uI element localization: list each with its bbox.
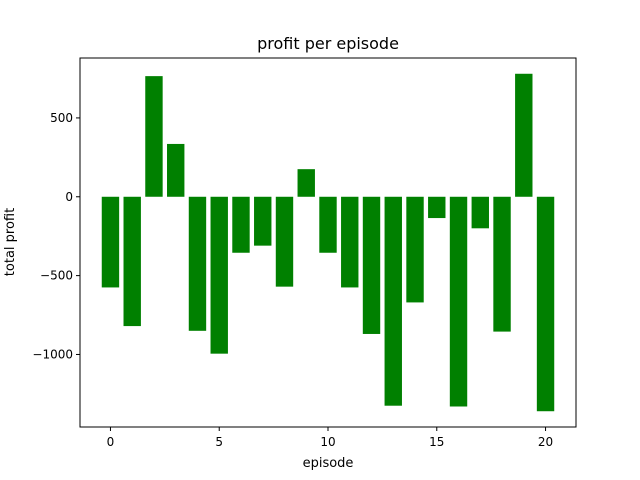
bar-episode-10	[319, 196, 337, 253]
bar-episode-13	[384, 196, 402, 406]
chart-title: profit per episode	[257, 34, 399, 53]
x-tick-label: 20	[538, 435, 553, 449]
bar-episode-20	[536, 196, 555, 412]
bar-episode-4	[188, 196, 207, 331]
y-tick-label: −500	[40, 269, 73, 283]
x-tick-label: 10	[320, 435, 335, 449]
bar-episode-16	[449, 196, 468, 407]
bar-episode-11	[341, 196, 359, 288]
bar-episode-15	[428, 196, 446, 219]
bars-group	[101, 73, 555, 412]
bar-episode-12	[362, 196, 381, 334]
bar-episode-14	[406, 196, 424, 303]
axis-ticks-group: 0 5 10 15 20 −1000 −500 0 500	[32, 111, 553, 449]
plot-frame	[79, 57, 577, 428]
bar-episode-2	[145, 76, 163, 197]
y-tick-label: 500	[50, 111, 73, 125]
bar-episode-5	[210, 196, 228, 354]
bar-episode-9	[297, 169, 315, 197]
bar-episode-3	[167, 143, 185, 197]
bar-episode-17	[471, 196, 489, 229]
y-tick-label: −1000	[32, 347, 73, 361]
bar-episode-1	[123, 196, 141, 327]
x-tick-label: 15	[429, 435, 444, 449]
x-tick-label: 0	[107, 435, 115, 449]
bar-episode-18	[493, 196, 511, 332]
bar-episode-0	[101, 196, 120, 288]
bar-episode-7	[254, 196, 272, 246]
bar-episode-6	[232, 196, 250, 253]
bar-episode-8	[275, 196, 294, 287]
x-axis-label: episode	[303, 456, 354, 471]
bar-episode-19	[515, 73, 533, 197]
x-tick-label: 5	[215, 435, 223, 449]
y-axis-label: total profit	[3, 208, 18, 276]
y-tick-label: 0	[65, 190, 73, 204]
